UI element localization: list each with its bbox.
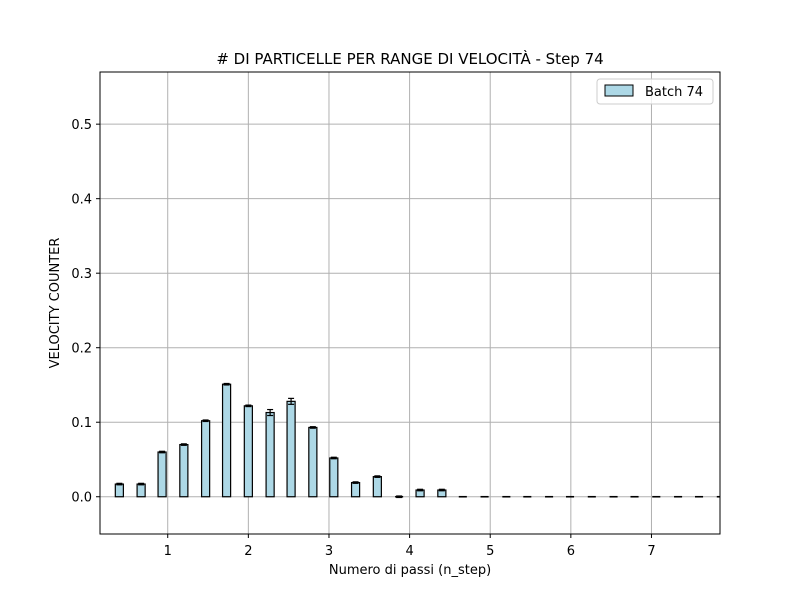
x-tick-label: 3: [325, 544, 333, 559]
y-tick-label: 0.3: [71, 267, 92, 282]
y-tick-label: 0.0: [71, 491, 92, 506]
bar: [265, 411, 275, 498]
bar: [243, 405, 253, 498]
y-tick-label: 0.2: [71, 342, 92, 357]
y-axis-title: VELOCITY COUNTER: [48, 238, 63, 369]
legend-swatch: [604, 84, 634, 97]
x-axis-title: Numero di passi (n_step): [329, 563, 491, 578]
y-tick-label: 0.5: [71, 118, 92, 133]
bar: [157, 451, 167, 498]
grid-lines: [100, 72, 720, 534]
bar: [350, 481, 361, 498]
x-tick-label: 5: [486, 544, 494, 559]
bar: [136, 483, 146, 498]
y-tick-label: 0.4: [71, 193, 92, 208]
bar: [286, 400, 296, 498]
bars-group: [114, 382, 720, 499]
ticks-group: 1 2 3 4 5 6 7 0.0 0.1 0.2 0.3 0.4 0.5: [71, 118, 655, 559]
legend-label: Batch 74: [645, 85, 703, 100]
x-tick-label: 1: [164, 544, 172, 559]
bar: [372, 476, 382, 498]
x-tick-label: 2: [244, 544, 252, 559]
bar: [221, 383, 232, 498]
x-tick-label: 6: [567, 544, 575, 559]
bar: [200, 420, 211, 498]
chart-title: # DI PARTICELLE PER RANGE DI VELOCITÀ - …: [216, 49, 603, 68]
x-tick-label: 7: [647, 544, 655, 559]
bar: [329, 457, 339, 498]
legend: Batch 74: [596, 78, 714, 105]
bar: [114, 483, 124, 498]
bar: [308, 426, 318, 498]
bar: [179, 443, 189, 498]
x-tick-label: 4: [405, 544, 413, 559]
y-tick-label: 0.1: [71, 416, 92, 431]
